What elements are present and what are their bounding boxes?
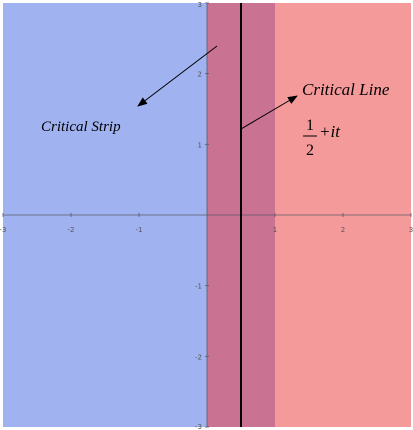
x-tick-label: -3 — [0, 226, 6, 234]
y-tick-label: 3 — [198, 1, 202, 9]
x-tick-label: 2 — [341, 226, 345, 234]
x-tick-label: -1 — [136, 226, 143, 234]
x-tick-label: 3 — [409, 226, 413, 234]
y-tick-label: -3 — [195, 423, 202, 430]
formula-suffix: +it — [319, 122, 341, 141]
y-tick-label: 2 — [198, 71, 202, 79]
critical-line-arrow — [240, 95, 298, 130]
formula: 1 2 +it — [303, 117, 341, 159]
formula-denominator: 2 — [306, 142, 314, 159]
x-tick-label: 1 — [273, 226, 277, 234]
y-tick-label: -1 — [195, 283, 202, 291]
x-tick-label: -2 — [68, 226, 75, 234]
y-tick-label: 1 — [198, 141, 202, 149]
critical-strip-label: Critical Strip — [41, 119, 121, 135]
formula-numerator: 1 — [306, 117, 314, 134]
critical-line-label: Critical Line — [302, 80, 390, 99]
y-tick-label: -2 — [195, 353, 202, 361]
critical-strip-arrow — [137, 45, 218, 107]
